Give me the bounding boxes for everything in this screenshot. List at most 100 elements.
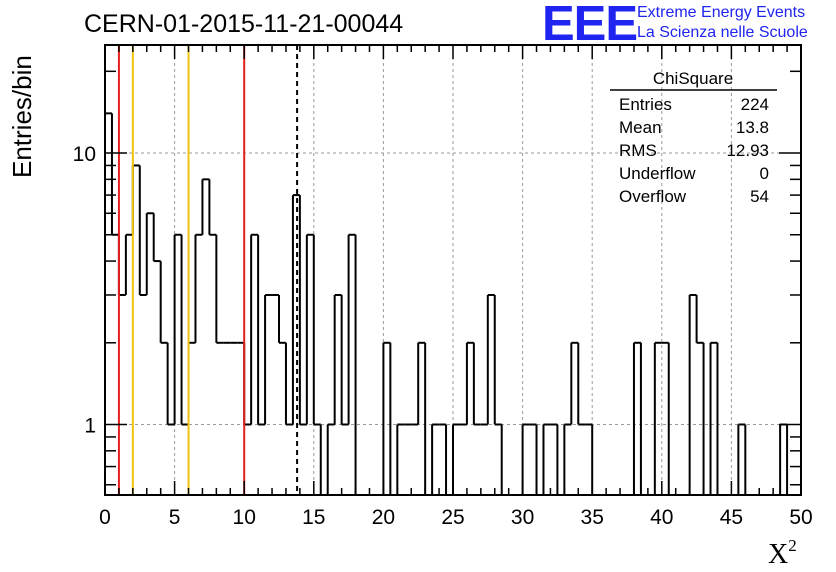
histogram-bin: [319, 424, 328, 496]
histogram-bin: [208, 179, 217, 236]
histogram-bin: [431, 423, 440, 495]
histogram-bin: [243, 342, 252, 426]
histogram-bin: [424, 342, 433, 496]
histogram-bin: [166, 342, 175, 426]
histogram-bin: [187, 341, 196, 425]
histogram-bin: [298, 195, 307, 426]
y-tick-label: 10: [73, 143, 96, 166]
histogram-bin: [417, 341, 426, 425]
stats-row-label: RMS: [619, 141, 657, 160]
histogram-bin: [138, 165, 147, 296]
stats-row-value: 13.8: [736, 118, 769, 137]
stats-box-title: ChiSquare: [653, 69, 733, 88]
histogram-bin: [173, 233, 182, 425]
stats-row-value: 12.93: [726, 141, 769, 160]
histogram-bin: [305, 233, 314, 425]
logo-text-line1: Extreme Energy Events: [637, 4, 806, 21]
histogram-bin: [145, 212, 154, 295]
histogram-bin: [264, 293, 273, 425]
histogram-bin: [396, 423, 405, 495]
histogram-bin: [570, 341, 579, 425]
stats-row-value: 0: [760, 164, 769, 183]
histogram-bin: [744, 424, 753, 496]
histogram-bin: [695, 294, 704, 344]
histogram-bin: [389, 342, 398, 496]
chart-title: CERN-01-2015-11-21-00044: [84, 10, 404, 38]
x-tick-label: 15: [302, 506, 325, 529]
histogram-bin: [278, 294, 286, 344]
histogram-bin: [104, 112, 112, 495]
histogram-bin: [709, 341, 718, 495]
histogram-bin: [577, 342, 586, 426]
histogram-bin: [194, 233, 203, 343]
x-axis-label-base: X: [768, 539, 788, 570]
x-tick-label: 25: [441, 506, 464, 529]
histogram-bin: [653, 341, 662, 495]
logo-text-line2: La Scienza nelle Scuole: [637, 24, 808, 41]
histogram-bin: [159, 261, 168, 344]
histogram-bin: [472, 342, 481, 426]
histogram-bin: [667, 342, 676, 496]
histogram-bin: [180, 234, 189, 426]
histogram-bin: [250, 233, 259, 425]
histogram-bin: [639, 342, 648, 496]
histogram-bin: [556, 424, 565, 496]
x-tick-label: 10: [233, 506, 256, 529]
stats-row-label: Underflow: [619, 164, 696, 183]
marker-lines: [117, 45, 299, 495]
stats-row-label: Overflow: [619, 187, 687, 206]
x-tick-label: 50: [789, 506, 812, 529]
stats-row-label: Entries: [619, 95, 672, 114]
histogram-bin: [445, 424, 453, 496]
stats-row-value: 54: [750, 187, 769, 206]
x-tick-label: 0: [99, 506, 111, 529]
histogram-bin: [201, 178, 210, 235]
histogram-bin: [493, 294, 502, 426]
x-tick-label: 40: [650, 506, 673, 529]
histogram-bin: [535, 424, 544, 496]
stats-row-label: Mean: [619, 118, 662, 137]
x-tick-label: 30: [511, 506, 534, 529]
histogram-bin: [124, 233, 133, 295]
histogram-bin: [563, 423, 572, 495]
x-tick-label: 45: [720, 506, 743, 529]
x-tick-label: 35: [581, 506, 604, 529]
stats-box: ChiSquare Entries 224 Mean 13.8 RMS 12.93 Under…: [610, 69, 777, 206]
x-axis-label-superscript: 2: [788, 536, 797, 555]
histogram-bin: [632, 341, 641, 495]
histogram-bin: [117, 234, 126, 296]
histogram-bin: [779, 423, 788, 495]
y-tick-label: 1: [84, 415, 96, 438]
x-tick-label: 5: [169, 506, 181, 529]
histogram-bin: [500, 424, 509, 496]
x-tick-label: 20: [372, 506, 395, 529]
histogram-bin: [465, 341, 474, 425]
axes: 0 5 10 15 20 25 30 35 40 45 50 1 10: [73, 44, 813, 529]
histogram-bin: [347, 233, 356, 425]
histogram-bin: [291, 194, 300, 425]
histogram-bin: [354, 234, 363, 496]
histogram-bin: [521, 423, 530, 495]
histogram-bin: [542, 423, 551, 495]
histogram-bin: [131, 164, 140, 235]
histogram-bin: [326, 423, 335, 495]
histogram-bin: [591, 424, 600, 496]
histogram-bin: [702, 342, 711, 496]
histogram-bin: [333, 293, 342, 425]
histogram-bin: [152, 213, 161, 263]
histogram-bin: [737, 423, 746, 495]
eee-logo: EEE: [542, 0, 638, 51]
stats-row-value: 224: [741, 95, 769, 114]
histogram-bin: [382, 341, 391, 495]
x-axis-label: X2: [768, 536, 797, 570]
histogram-bin: [340, 294, 349, 426]
histogram-bin: [110, 113, 119, 236]
histogram-bin: [257, 234, 266, 426]
histogram-bin: [688, 293, 697, 495]
histogram-bin: [312, 234, 321, 426]
y-axis-label: Entries/bin: [7, 55, 37, 178]
histogram-bin: [215, 234, 224, 344]
histogram-bin: [486, 293, 495, 425]
histogram-bin: [716, 342, 725, 496]
